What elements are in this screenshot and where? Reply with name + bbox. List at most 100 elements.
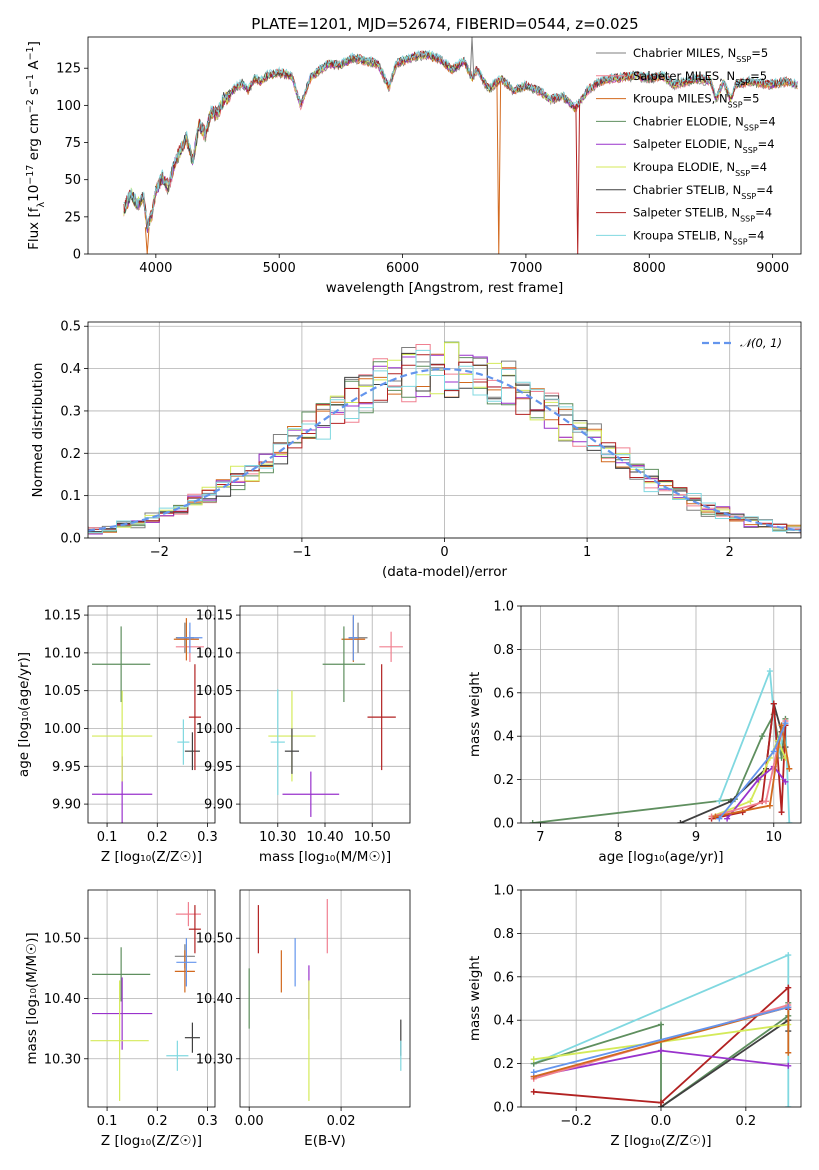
x-tick-label: 0.3 bbox=[197, 1114, 218, 1129]
y-tick-label: 0.6 bbox=[493, 686, 514, 701]
y-tick-label: 0.0 bbox=[493, 1101, 514, 1116]
error-bar-point bbox=[282, 771, 340, 817]
x-tick-label: 9 bbox=[692, 830, 700, 845]
axes-frame bbox=[520, 605, 802, 824]
plot-area bbox=[529, 668, 793, 823]
y-tick-label: 75 bbox=[64, 136, 81, 151]
x-tick-label: 0.02 bbox=[327, 1114, 356, 1129]
weight-marker bbox=[766, 668, 773, 675]
weight-marker bbox=[724, 815, 731, 822]
x-tick-label: 0.2 bbox=[147, 1114, 168, 1129]
x-axis-label: wavelength [Angstrom, rest frame] bbox=[326, 280, 564, 296]
error-bar-point bbox=[284, 728, 300, 774]
legend-label: Kroupa ELODIE, NSSP=4 bbox=[633, 160, 767, 178]
axes-frame bbox=[87, 36, 802, 255]
error-bar-point bbox=[92, 947, 151, 1002]
x-tick-label: 10.50 bbox=[354, 830, 391, 845]
weight-marker bbox=[530, 1088, 537, 1095]
y-tick-label: 10.05 bbox=[196, 684, 233, 699]
weight-marker bbox=[770, 748, 777, 755]
y-tick-label: 0.2 bbox=[493, 1057, 514, 1072]
y-tick-label: 9.95 bbox=[204, 760, 233, 775]
y-tick-label: 10.40 bbox=[196, 992, 233, 1007]
y-axis-label: mass weight bbox=[467, 956, 483, 1041]
weight-marker bbox=[766, 802, 773, 809]
spectrum-line bbox=[123, 50, 798, 229]
y-tick-label: 9.90 bbox=[204, 798, 233, 813]
weight-marker bbox=[716, 815, 723, 822]
x-tick-label: 6000 bbox=[386, 261, 419, 276]
error-bar-point bbox=[188, 905, 201, 954]
y-tick-label: 1.0 bbox=[493, 600, 514, 615]
spectrum-spike bbox=[496, 80, 502, 254]
y-tick-label: 0.4 bbox=[493, 730, 514, 745]
legend-label: Chabrier MILES, NSSP=5 bbox=[633, 46, 768, 64]
error-bar-point bbox=[379, 631, 403, 662]
y-tick-label: 0.6 bbox=[493, 970, 514, 985]
panel-weight_vs_age: 7 8 9 10 0.0 0.2 0.4 0.6 0.8 1.0 age [log₁₀(age/yr… bbox=[467, 600, 802, 865]
weight-marker bbox=[530, 1069, 537, 1076]
x-tick-label: 0.2 bbox=[147, 830, 168, 845]
error-bar-point bbox=[90, 980, 149, 1101]
y-tick-label: 10.15 bbox=[44, 609, 81, 624]
x-tick-label: 10 bbox=[766, 830, 783, 845]
y-axis-label: mass [log₁₀(M/M☉)] bbox=[24, 932, 40, 1064]
y-tick-label: 10.10 bbox=[44, 646, 81, 661]
legend-label: 𝒩(0, 1) bbox=[740, 336, 782, 350]
y-tick-label: 125 bbox=[56, 62, 81, 77]
y-tick-label: 0.4 bbox=[60, 362, 81, 377]
axes-frame bbox=[239, 889, 411, 1108]
y-tick-label: 10.30 bbox=[44, 1052, 81, 1067]
error-bar-point bbox=[184, 1022, 200, 1053]
weight-marker bbox=[763, 798, 769, 805]
x-axis-label: Z [log₁₀(Z/Z☉)] bbox=[610, 1133, 711, 1149]
y-tick-label: 10.00 bbox=[196, 722, 233, 737]
plot-area bbox=[248, 899, 402, 1101]
weight-marker bbox=[770, 700, 777, 707]
weight-marker bbox=[786, 820, 793, 823]
error-bar-point bbox=[367, 664, 396, 771]
y-tick-label: 25 bbox=[64, 210, 81, 225]
x-tick-label: 7 bbox=[536, 830, 544, 845]
y-tick-label: 10.05 bbox=[44, 684, 81, 699]
x-tick-label: 1 bbox=[583, 545, 591, 560]
weight-line bbox=[533, 1006, 789, 1074]
panel-weight_vs_Z: −0.2 0.0 0.2 0.0 0.2 0.4 0.6 0.8 1.0 Z [log₁₀(Z/Z… bbox=[467, 884, 802, 1149]
x-axis-label: mass [log₁₀(M/M☉)] bbox=[259, 849, 391, 865]
y-axis-label: Normed distribution bbox=[30, 363, 46, 498]
spectrum-spike bbox=[469, 37, 475, 79]
x-tick-label: 8 bbox=[614, 830, 622, 845]
spectrum-spike bbox=[144, 227, 150, 254]
legend-label: Chabrier ELODIE, NSSP=4 bbox=[633, 114, 776, 131]
y-tick-label: 0.4 bbox=[493, 1014, 514, 1029]
panel-residuals: −2 −1 0 1 2 0.0 0.1 0.2 0.3 0.4 0.5 (data-model)/er… bbox=[30, 320, 802, 580]
y-tick-label: 0.8 bbox=[493, 927, 514, 942]
y-tick-label: 0 bbox=[73, 248, 81, 263]
x-axis-label: E(B-V) bbox=[304, 1133, 346, 1149]
x-tick-label: 2 bbox=[726, 545, 734, 560]
axes-frame bbox=[239, 605, 411, 824]
spectrum-legend: Chabrier MILES, NSSP=5 Salpeter MILES, NS… bbox=[596, 46, 776, 246]
error-bar-point bbox=[174, 950, 195, 993]
weight-marker bbox=[785, 984, 792, 991]
y-tick-label: 10.40 bbox=[44, 992, 81, 1007]
x-axis-label: Z [log₁₀(Z/Z☉)] bbox=[101, 849, 202, 865]
axes-frame bbox=[520, 889, 802, 1108]
panel-mass_vs_EBV: 0.00 0.02 10.30 10.40 10.50 E(B-V) bbox=[196, 889, 411, 1149]
y-tick-label: 10.00 bbox=[44, 722, 81, 737]
x-tick-label: −1 bbox=[292, 545, 311, 560]
weight-marker bbox=[785, 952, 792, 959]
error-bar-point bbox=[92, 626, 151, 703]
weight-marker bbox=[785, 1049, 792, 1056]
y-tick-label: 0.3 bbox=[60, 404, 81, 419]
x-tick-label: 8000 bbox=[633, 261, 666, 276]
error-bar-point bbox=[177, 622, 203, 653]
panel-spectrum: 4000 5000 6000 7000 8000 9000 0 25 50 75 100 125 wav… bbox=[25, 36, 802, 296]
plot-area bbox=[92, 618, 204, 823]
weight-marker bbox=[786, 765, 793, 772]
error-bar-point bbox=[184, 732, 200, 771]
plot-area bbox=[90, 902, 201, 1101]
weight-marker bbox=[658, 1099, 664, 1106]
error-bar-point bbox=[173, 618, 199, 661]
axes-frame bbox=[87, 889, 216, 1108]
